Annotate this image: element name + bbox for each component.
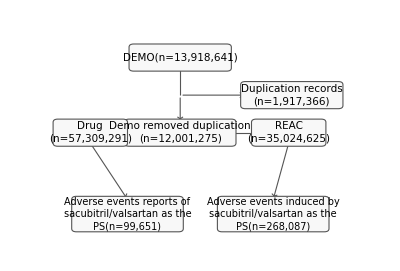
FancyBboxPatch shape [218,196,329,232]
Text: REAC
(n=35,024,625): REAC (n=35,024,625) [247,121,330,144]
FancyBboxPatch shape [72,196,183,232]
Text: Demo removed duplication
(n=12,001,275): Demo removed duplication (n=12,001,275) [109,121,251,144]
Text: DEMO(n=13,918,641): DEMO(n=13,918,641) [123,53,238,63]
Text: Adverse events induced by
sacubitril/valsartan as the
PS(n=268,087): Adverse events induced by sacubitril/val… [207,197,340,231]
FancyBboxPatch shape [129,44,231,71]
Text: Adverse events reports of
sacubitril/valsartan as the
PS(n=99,651): Adverse events reports of sacubitril/val… [64,197,191,231]
FancyBboxPatch shape [241,82,343,109]
Text: Duplication records
(n=1,917,366): Duplication records (n=1,917,366) [241,84,343,106]
FancyBboxPatch shape [124,119,236,146]
FancyBboxPatch shape [252,119,326,146]
FancyBboxPatch shape [53,119,128,146]
Text: Drug
(n=57,309,291): Drug (n=57,309,291) [49,121,132,144]
